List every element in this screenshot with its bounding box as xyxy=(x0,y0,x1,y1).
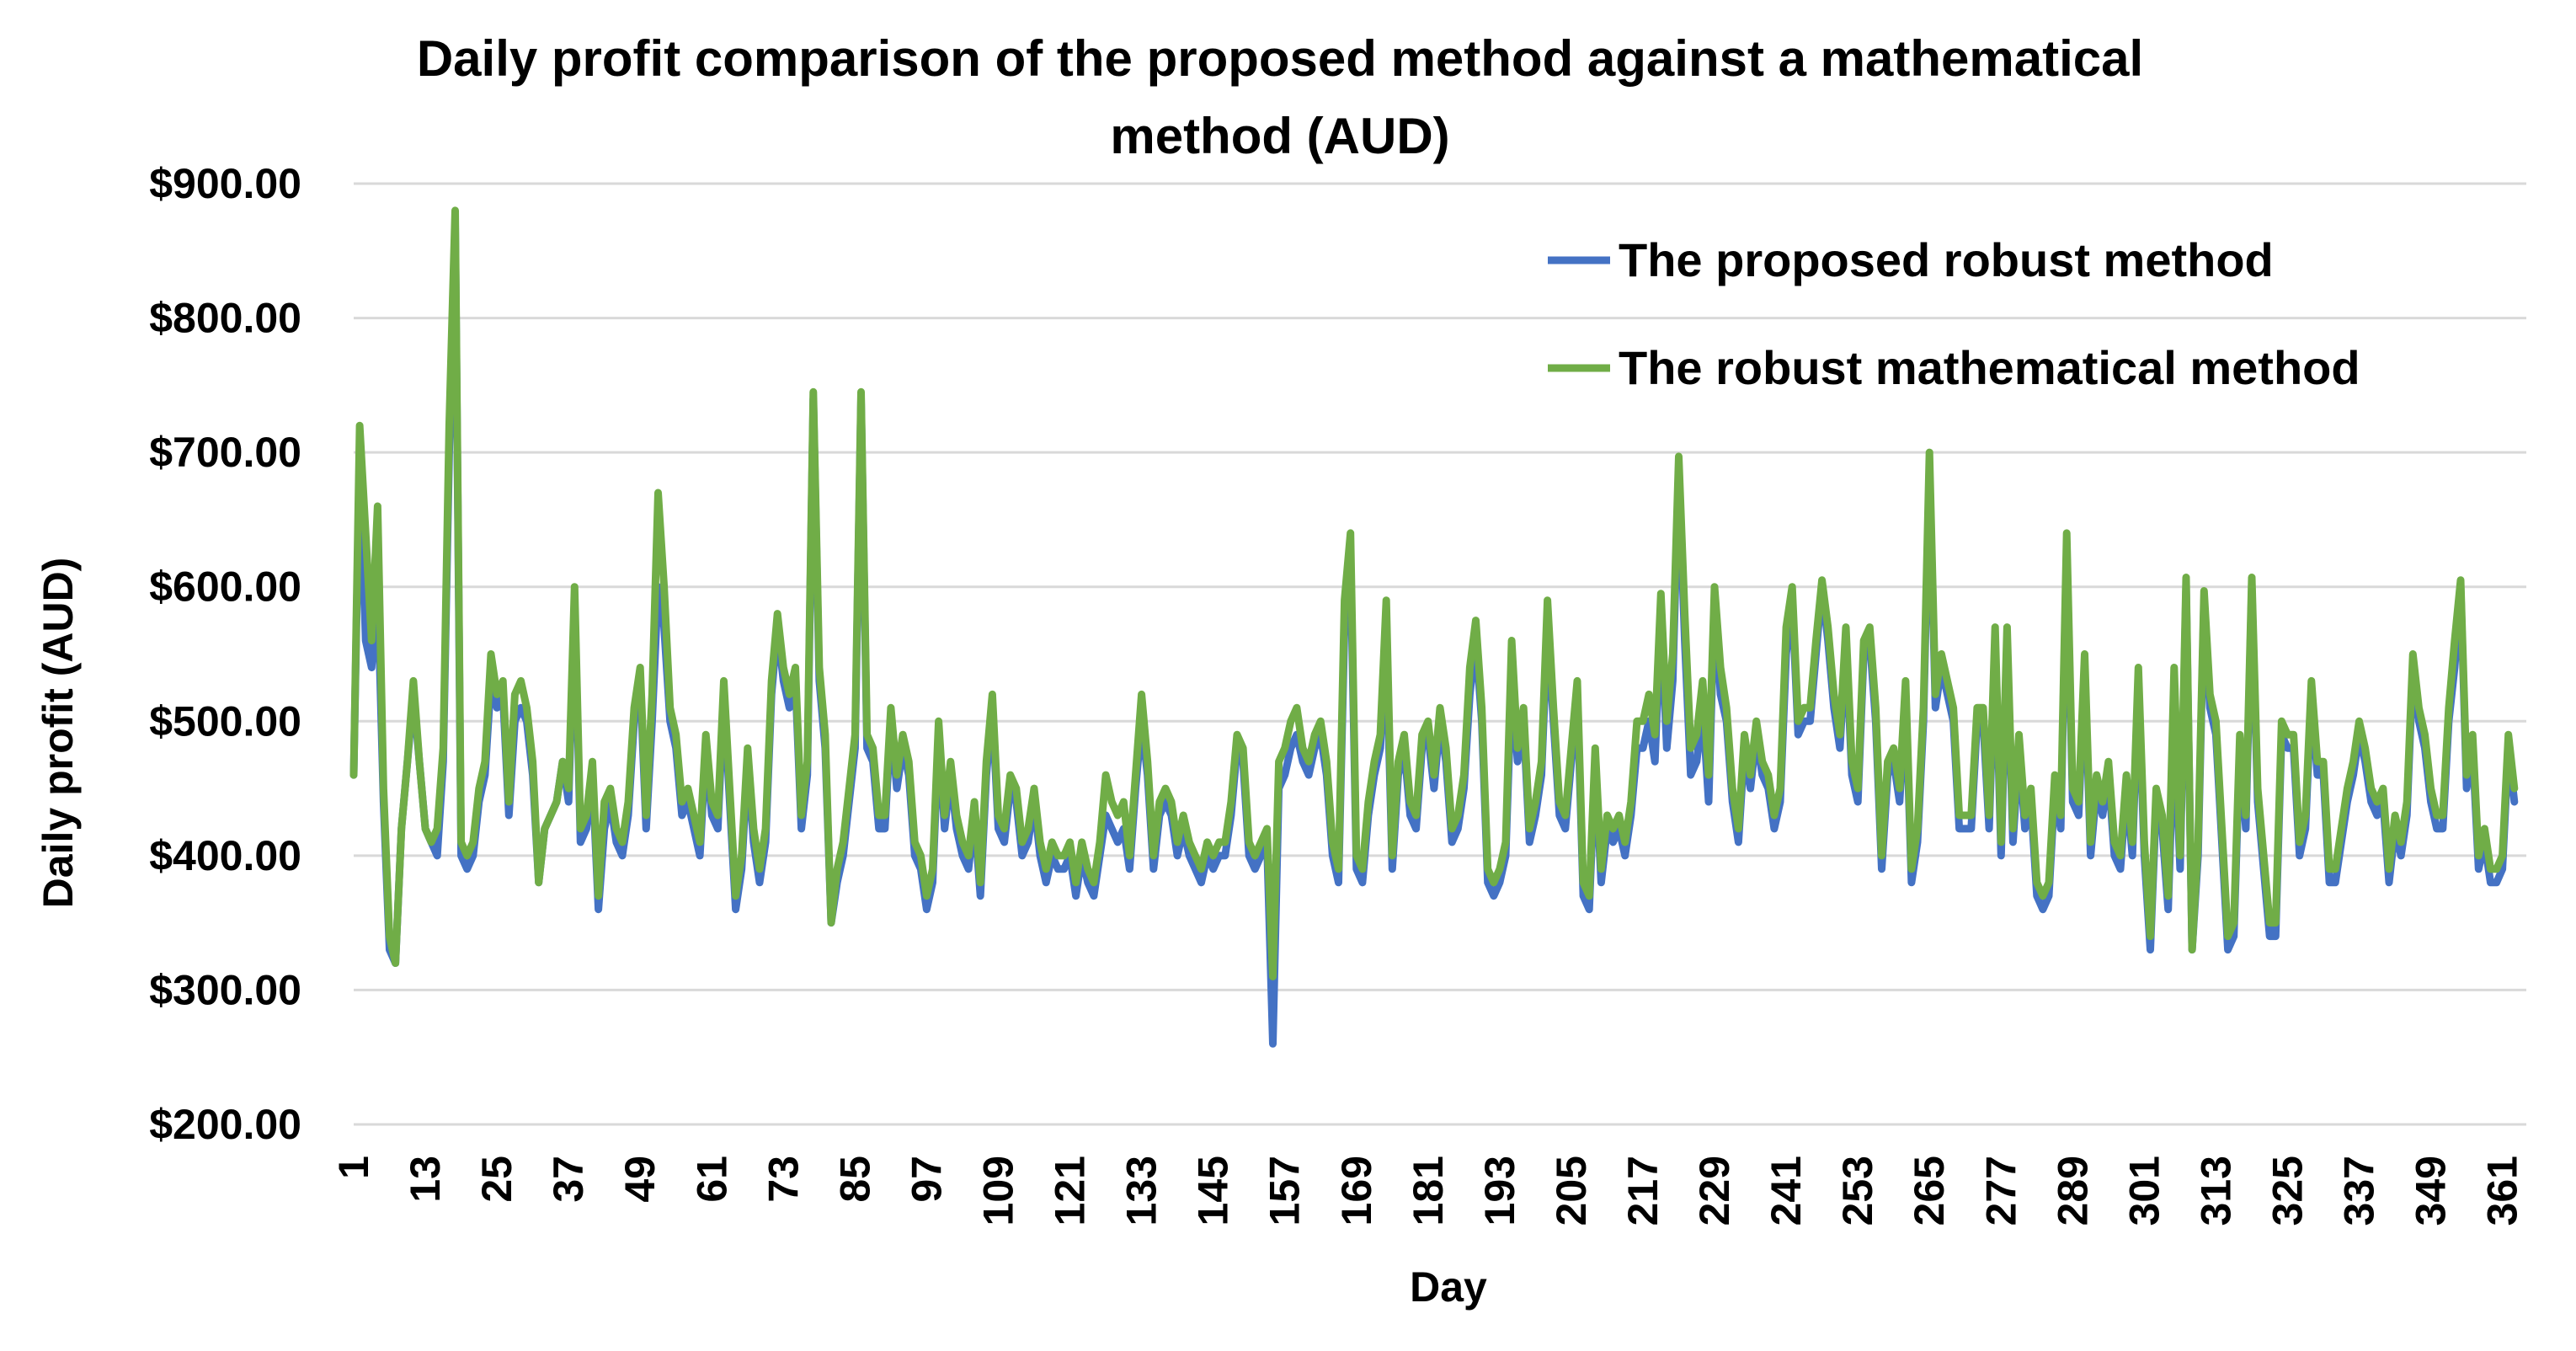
chart-title-line1: Daily profit comparison of the proposed … xyxy=(417,30,2143,87)
x-tick-label: 145 xyxy=(1190,1156,1237,1226)
legend-label-proposed: The proposed robust method xyxy=(1619,233,2274,286)
x-tick-label: 169 xyxy=(1333,1156,1380,1226)
x-tick-label: 289 xyxy=(2049,1156,2096,1226)
gridlines xyxy=(354,182,2526,1126)
x-tick-label: 337 xyxy=(2336,1156,2383,1226)
series-lines xyxy=(349,206,2519,1048)
x-tick-label: 229 xyxy=(1691,1156,1738,1226)
x-tick-label: 361 xyxy=(2479,1156,2526,1226)
x-tick-label: 253 xyxy=(1834,1156,1881,1226)
x-axis-label: Day xyxy=(1410,1263,1487,1311)
x-tick-label: 205 xyxy=(1548,1156,1595,1226)
x-tick-label: 301 xyxy=(2120,1156,2168,1226)
x-tick-label: 85 xyxy=(831,1156,878,1203)
y-axis-label: Daily profit (AUD) xyxy=(35,558,82,909)
y-tick-label: $700.00 xyxy=(149,429,301,476)
x-tick-label: 97 xyxy=(903,1156,950,1203)
x-tick-label: 265 xyxy=(1906,1156,1953,1226)
x-tick-label: 13 xyxy=(402,1156,449,1203)
legend-label-mathematical: The robust mathematical method xyxy=(1619,341,2360,394)
x-tick-label: 1 xyxy=(330,1156,377,1179)
x-tick-label: 217 xyxy=(1619,1156,1667,1226)
x-tick-label: 133 xyxy=(1118,1156,1165,1226)
chart-title-line2: method (AUD) xyxy=(1110,108,1449,164)
x-tick-label: 121 xyxy=(1047,1156,1094,1226)
x-axis-tick-labels: 1 13 25 37 49 61 73 85 97 109 121 133 145 157 169 181 19… xyxy=(330,1156,2526,1226)
x-tick-label: 181 xyxy=(1405,1156,1452,1226)
y-tick-label: $900.00 xyxy=(149,160,301,207)
x-tick-label: 61 xyxy=(688,1156,735,1203)
y-tick-label: $500.00 xyxy=(149,697,301,745)
x-tick-label: 277 xyxy=(1977,1156,2024,1226)
x-tick-label: 193 xyxy=(1476,1156,1523,1226)
legend: The proposed robust method The robust ma… xyxy=(1548,233,2360,394)
x-tick-label: 73 xyxy=(760,1156,807,1203)
x-tick-label: 37 xyxy=(545,1156,592,1203)
x-tick-label: 313 xyxy=(2192,1156,2239,1226)
x-tick-label: 25 xyxy=(473,1156,520,1203)
x-tick-label: 109 xyxy=(974,1156,1021,1226)
y-tick-label: $800.00 xyxy=(149,295,301,342)
y-axis-tick-labels: $200.00 $300.00 $400.00 $500.00 $600.00 $700.… xyxy=(149,160,301,1148)
y-tick-label: $600.00 xyxy=(149,563,301,611)
series-line-mathematical xyxy=(349,206,2519,980)
x-tick-label: 49 xyxy=(616,1156,664,1203)
y-tick-label: $400.00 xyxy=(149,832,301,879)
x-tick-label: 325 xyxy=(2264,1156,2311,1226)
x-tick-label: 241 xyxy=(1763,1156,1810,1226)
x-tick-label: 157 xyxy=(1261,1156,1309,1226)
y-tick-label: $300.00 xyxy=(149,966,301,1013)
x-tick-label: 349 xyxy=(2408,1156,2455,1226)
y-tick-label: $200.00 xyxy=(149,1101,301,1148)
